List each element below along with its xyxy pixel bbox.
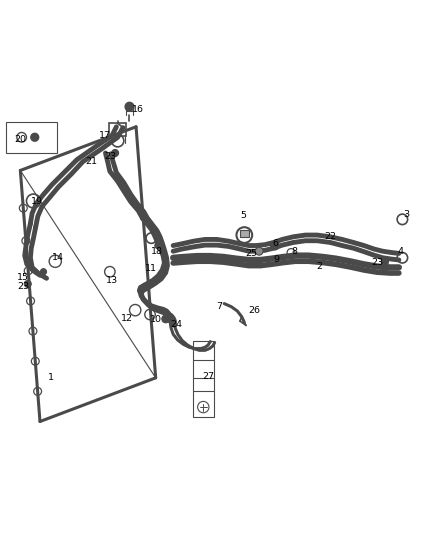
Text: 25: 25 (246, 249, 258, 258)
Text: 16: 16 (132, 105, 144, 114)
Text: 6: 6 (273, 239, 279, 248)
Text: 5: 5 (240, 211, 246, 220)
Circle shape (112, 149, 119, 157)
Text: 15: 15 (18, 273, 29, 282)
Text: 21: 21 (85, 157, 98, 166)
Circle shape (24, 280, 31, 287)
Text: 1: 1 (48, 373, 54, 382)
Text: 22: 22 (324, 232, 336, 241)
Text: 13: 13 (106, 277, 118, 285)
Circle shape (31, 133, 39, 141)
Text: 20: 20 (14, 134, 26, 143)
Circle shape (125, 102, 134, 111)
Circle shape (40, 269, 46, 275)
Circle shape (381, 259, 389, 265)
Bar (240, 230, 249, 237)
Text: 2: 2 (316, 262, 322, 271)
Text: 19: 19 (31, 197, 42, 206)
Text: 12: 12 (120, 313, 132, 322)
Text: 10: 10 (150, 315, 162, 324)
Text: 8: 8 (291, 247, 297, 256)
Text: 7: 7 (216, 302, 222, 311)
Text: 17: 17 (99, 131, 111, 140)
Text: 23: 23 (18, 281, 29, 290)
Bar (109, 123, 127, 136)
Text: 23: 23 (105, 152, 117, 161)
Circle shape (162, 315, 170, 323)
Text: 11: 11 (145, 264, 157, 273)
Circle shape (271, 241, 279, 250)
Text: 3: 3 (404, 211, 410, 220)
Text: 24: 24 (170, 320, 182, 329)
Text: 18: 18 (151, 247, 163, 256)
Text: 26: 26 (248, 305, 260, 314)
Circle shape (155, 243, 161, 248)
Text: 27: 27 (202, 372, 214, 381)
Text: 14: 14 (52, 253, 64, 262)
Text: 4: 4 (397, 247, 403, 256)
Bar (193, 341, 214, 417)
Text: 23: 23 (371, 257, 383, 266)
Circle shape (255, 247, 263, 255)
Text: 9: 9 (274, 255, 279, 264)
Bar (6, 122, 57, 153)
